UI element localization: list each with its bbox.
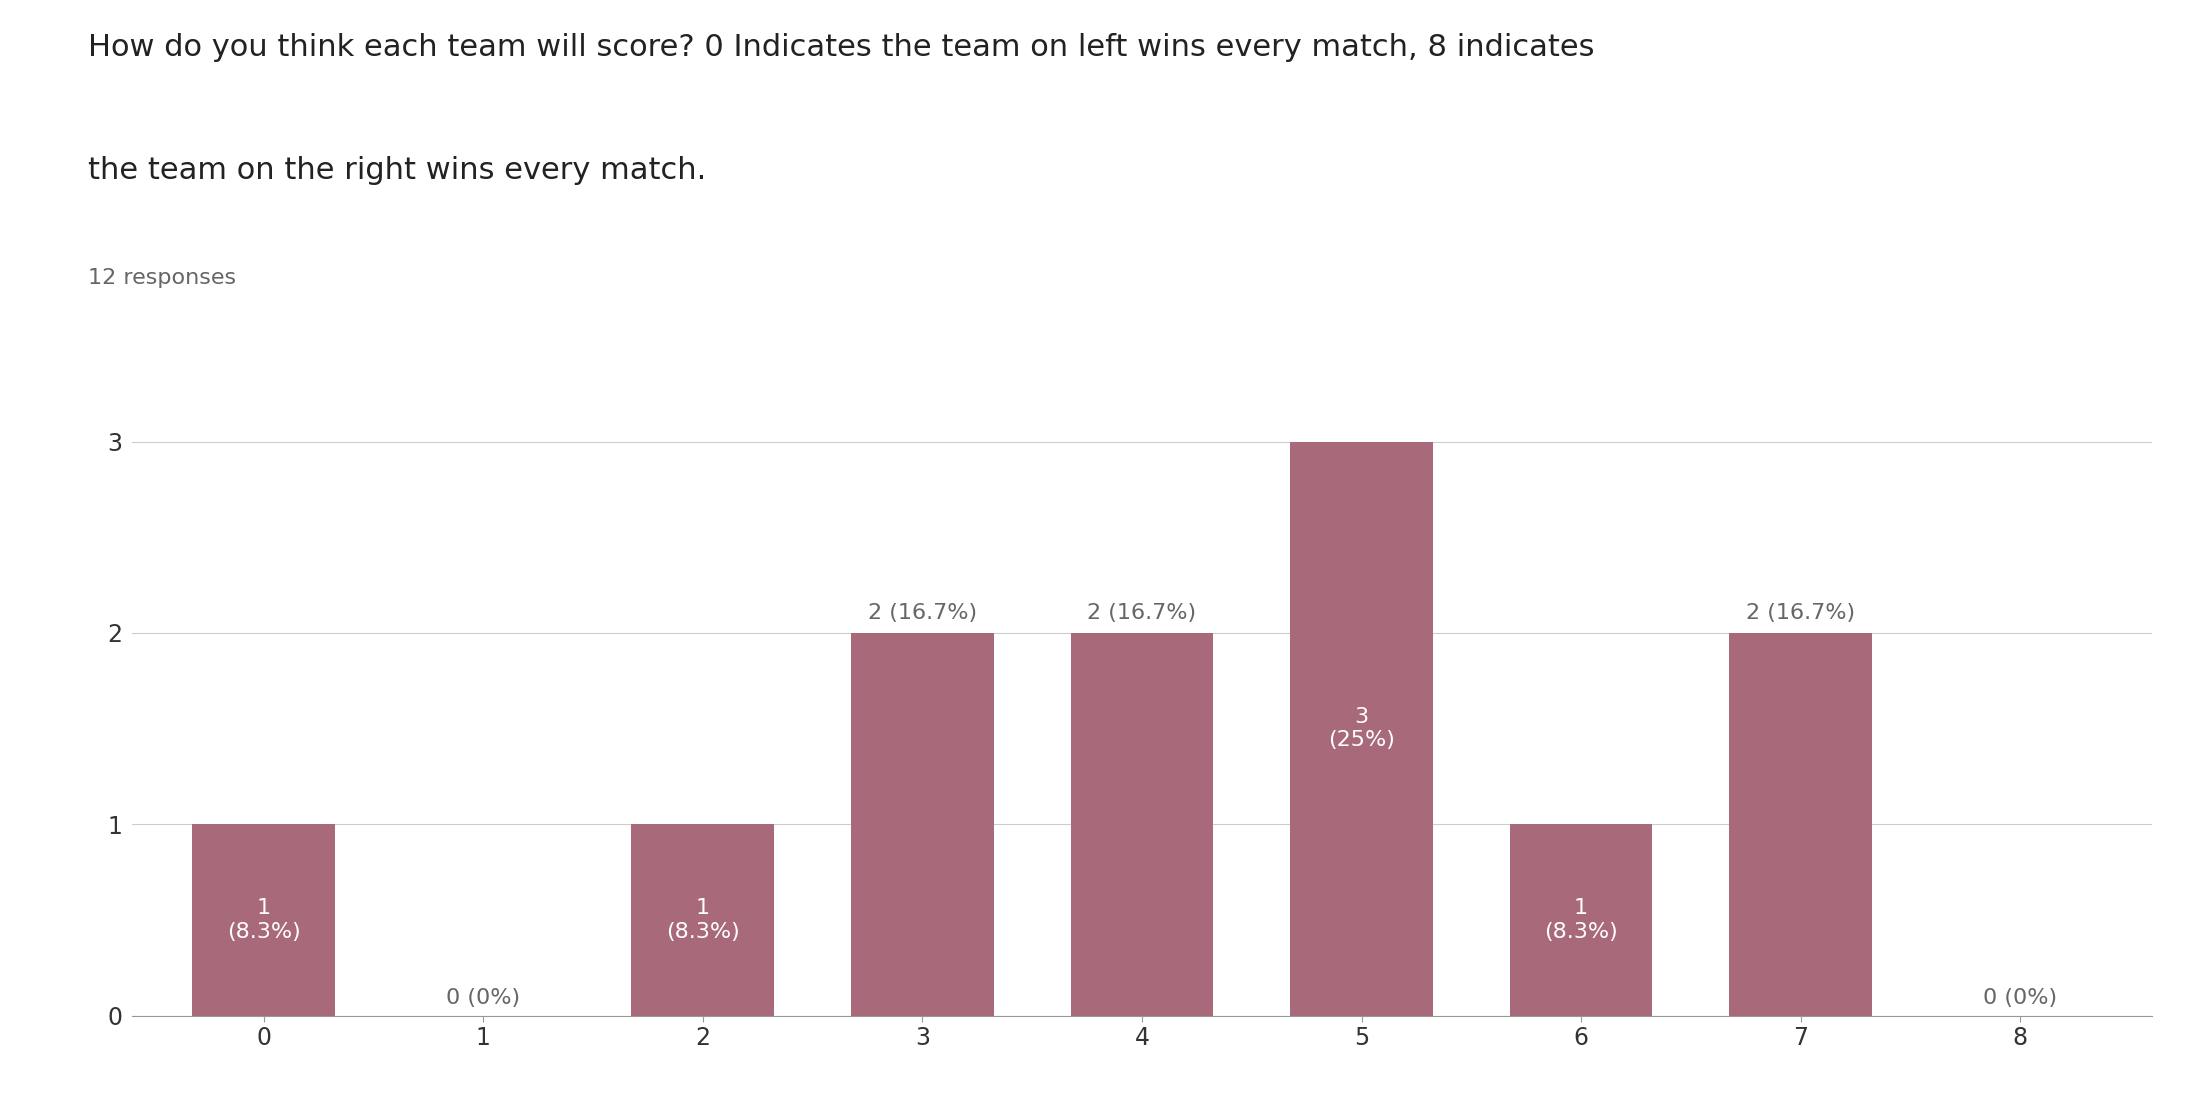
- Text: the team on the right wins every match.: the team on the right wins every match.: [88, 156, 707, 185]
- Bar: [1072, 633, 1214, 1016]
- Bar: [852, 633, 993, 1016]
- Bar: [632, 825, 775, 1016]
- Text: How do you think each team will score? 0 Indicates the team on left wins every m: How do you think each team will score? 0…: [88, 33, 1594, 62]
- Text: 1
(8.3%): 1 (8.3%): [226, 898, 301, 942]
- Text: 2 (16.7%): 2 (16.7%): [1746, 604, 1856, 624]
- Text: 12 responses: 12 responses: [88, 268, 235, 288]
- Text: 3
(25%): 3 (25%): [1329, 708, 1394, 750]
- Bar: [1730, 633, 1871, 1016]
- Text: 2 (16.7%): 2 (16.7%): [1087, 604, 1197, 624]
- Bar: [1511, 825, 1654, 1016]
- Text: 0 (0%): 0 (0%): [446, 988, 520, 1008]
- Bar: [1291, 442, 1434, 1016]
- Text: 1
(8.3%): 1 (8.3%): [665, 898, 740, 942]
- Text: 0 (0%): 0 (0%): [1983, 988, 2058, 1008]
- Bar: [193, 825, 334, 1016]
- Text: 2 (16.7%): 2 (16.7%): [867, 604, 977, 624]
- Text: 1
(8.3%): 1 (8.3%): [1544, 898, 1618, 942]
